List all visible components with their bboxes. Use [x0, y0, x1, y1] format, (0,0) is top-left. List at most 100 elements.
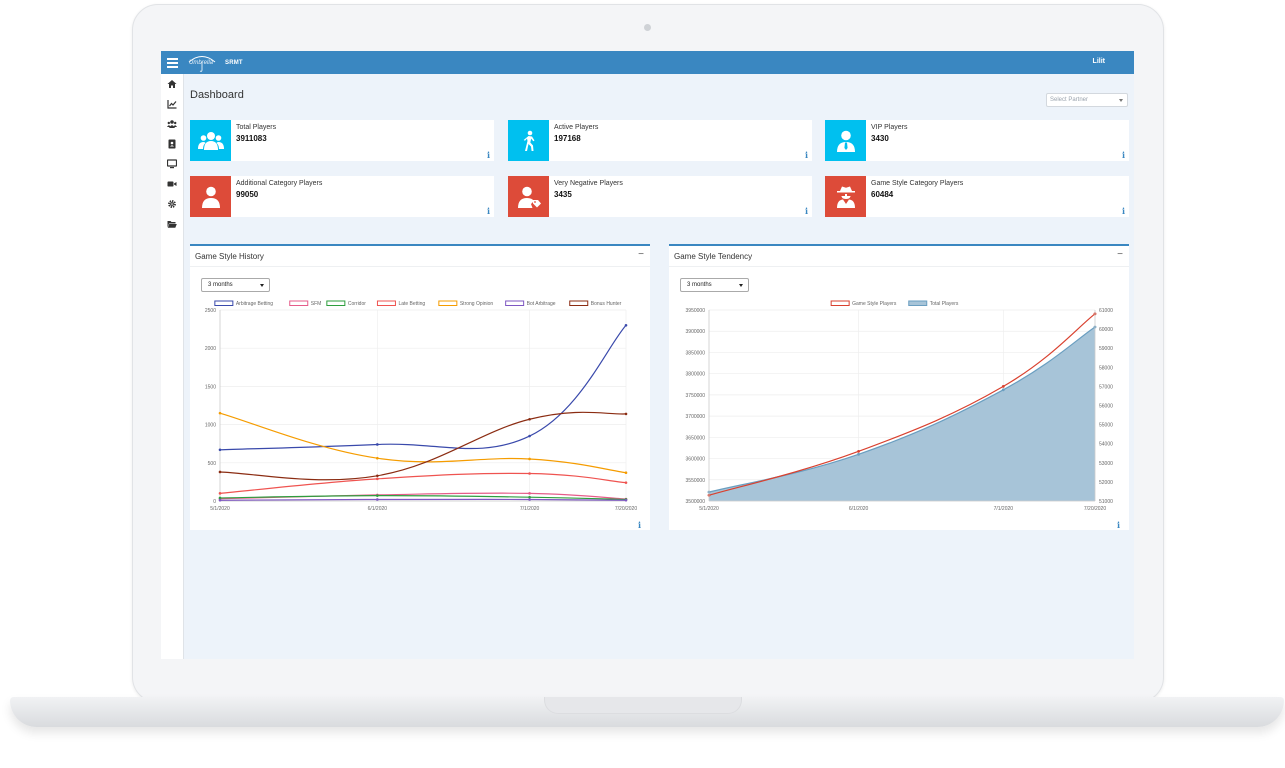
legend-swatch — [569, 300, 589, 306]
info-icon[interactable]: i — [1121, 150, 1125, 160]
collapse-button[interactable]: − — [638, 249, 644, 260]
video-camera-icon — [167, 181, 177, 187]
umbrella-logo-icon — [188, 56, 216, 72]
data-point — [624, 498, 628, 502]
y-tick-label: 2000 — [205, 346, 216, 352]
data-point — [528, 495, 531, 499]
y-right-tick-label: 58000 — [1099, 365, 1113, 371]
y-left-tick-label: 3950000 — [686, 308, 706, 314]
legend-label: Arbitrage Betting — [236, 301, 273, 307]
tendency-area-chart: 3500000 3550000 3600000 3650000 3700000 37500… — [686, 300, 1113, 512]
user-name[interactable]: Lilit — [1092, 58, 1105, 65]
monitor-icon — [167, 159, 177, 169]
sidebar-item-files[interactable] — [161, 214, 183, 234]
sidebar-item-contacts[interactable] — [161, 134, 183, 154]
legend-swatch — [908, 300, 928, 306]
sidebar-item-players[interactable] — [161, 114, 183, 134]
data-point — [857, 449, 860, 453]
y-tick-label: 2500 — [205, 308, 216, 314]
legend-swatch — [214, 300, 234, 306]
sidebar-item-settings[interactable] — [161, 194, 183, 214]
stat-card-vip-players: VIP Players 3430 i — [825, 120, 1129, 161]
series-line — [219, 472, 627, 494]
history-line-chart: 0 500 1000 1500 2000 2500 5/1/2020 6/1/2020 7/1/… — [205, 300, 637, 512]
data-point — [528, 434, 531, 438]
sidebar-item-statistics[interactable] — [161, 94, 183, 114]
data-point — [218, 492, 222, 495]
y-left-tick-label: 3850000 — [686, 350, 706, 356]
card-label: Active Players — [554, 124, 599, 131]
info-icon[interactable]: i — [804, 206, 808, 216]
data-point — [376, 494, 379, 497]
contact-card-icon — [168, 139, 176, 149]
y-right-tick-label: 54000 — [1099, 442, 1113, 448]
series-line — [219, 412, 627, 474]
panel-divider — [190, 266, 650, 267]
chevron-down-icon — [260, 284, 264, 287]
legend-label: Bot Arbitrage — [527, 301, 556, 307]
y-tick-label: 1500 — [205, 384, 216, 390]
partner-select[interactable]: Select Partner — [1046, 93, 1128, 107]
info-icon[interactable]: i — [637, 520, 641, 530]
y-right-tick-label: 60000 — [1099, 327, 1113, 333]
card-value: 3911083 — [236, 134, 267, 143]
sidebar-item-home[interactable] — [161, 74, 183, 94]
legend-swatch — [438, 300, 458, 306]
user-tag-icon — [508, 176, 549, 217]
x-tick-label: 7/20/2020 — [1084, 506, 1106, 512]
card-label: VIP Players — [871, 124, 908, 131]
users-icon — [167, 120, 177, 128]
tendency-range-select[interactable]: 3 months — [680, 278, 749, 292]
card-value: 3430 — [871, 134, 889, 143]
data-point — [376, 443, 379, 446]
app-screen: Umbrella SRMT Lilit Dashboard Select — [161, 51, 1134, 659]
data-point — [624, 412, 628, 416]
y-right-tick-label: 61000 — [1099, 308, 1113, 314]
range-select-value: 3 months — [687, 282, 712, 288]
info-icon[interactable]: i — [486, 150, 490, 160]
legend-label: Corridor — [348, 301, 366, 307]
data-point — [218, 470, 222, 474]
legend-label: Late Betting — [398, 301, 425, 307]
camera-dot — [644, 24, 651, 31]
walking-person-icon — [508, 120, 549, 161]
info-icon[interactable]: i — [804, 150, 808, 160]
chevron-down-icon — [1119, 99, 1123, 102]
sidebar-item-video[interactable] — [161, 174, 183, 194]
logo-text: Umbrella — [189, 60, 214, 66]
gear-icon — [168, 200, 176, 208]
data-point — [528, 492, 531, 495]
brand-name: SRMT — [225, 60, 243, 66]
legend-label: Bonus Hunter — [591, 301, 622, 307]
user-secret-icon — [825, 176, 866, 217]
users-group-icon — [190, 120, 231, 161]
data-point — [376, 498, 379, 501]
range-select-value: 3 months — [208, 282, 233, 288]
series-line — [219, 324, 627, 451]
collapse-button[interactable]: − — [1117, 249, 1123, 260]
legend-label: Total Players — [930, 301, 959, 307]
user-tie-icon — [825, 120, 866, 161]
y-left-tick-label: 3750000 — [686, 393, 706, 399]
series-line — [219, 411, 627, 481]
chart-line-icon — [167, 100, 177, 109]
series-line-game-style-players — [708, 313, 1096, 496]
x-tick-label: 6/1/2020 — [849, 506, 869, 512]
info-icon[interactable]: i — [486, 206, 490, 216]
y-right-tick-label: 53000 — [1099, 461, 1113, 467]
card-label: Additional Category Players — [236, 180, 323, 187]
data-point — [528, 417, 531, 421]
legend-label: Strong Opinion — [460, 301, 494, 307]
y-right-tick-label: 51000 — [1099, 499, 1113, 505]
page-title: Dashboard — [190, 89, 244, 101]
info-icon[interactable]: i — [1121, 206, 1125, 216]
stat-card-total-players: Total Players 3911083 i — [190, 120, 494, 161]
history-range-select[interactable]: 3 months — [201, 278, 270, 292]
info-icon[interactable]: i — [1116, 520, 1120, 530]
data-point — [1001, 385, 1005, 388]
top-navbar: Umbrella SRMT Lilit — [161, 51, 1134, 74]
hamburger-menu-icon[interactable] — [167, 56, 178, 69]
game-style-history-panel: Game Style History − 3 months 0 500 1000 15… — [190, 244, 650, 530]
card-value: 60484 — [871, 190, 894, 199]
sidebar-item-monitoring[interactable] — [161, 154, 183, 174]
